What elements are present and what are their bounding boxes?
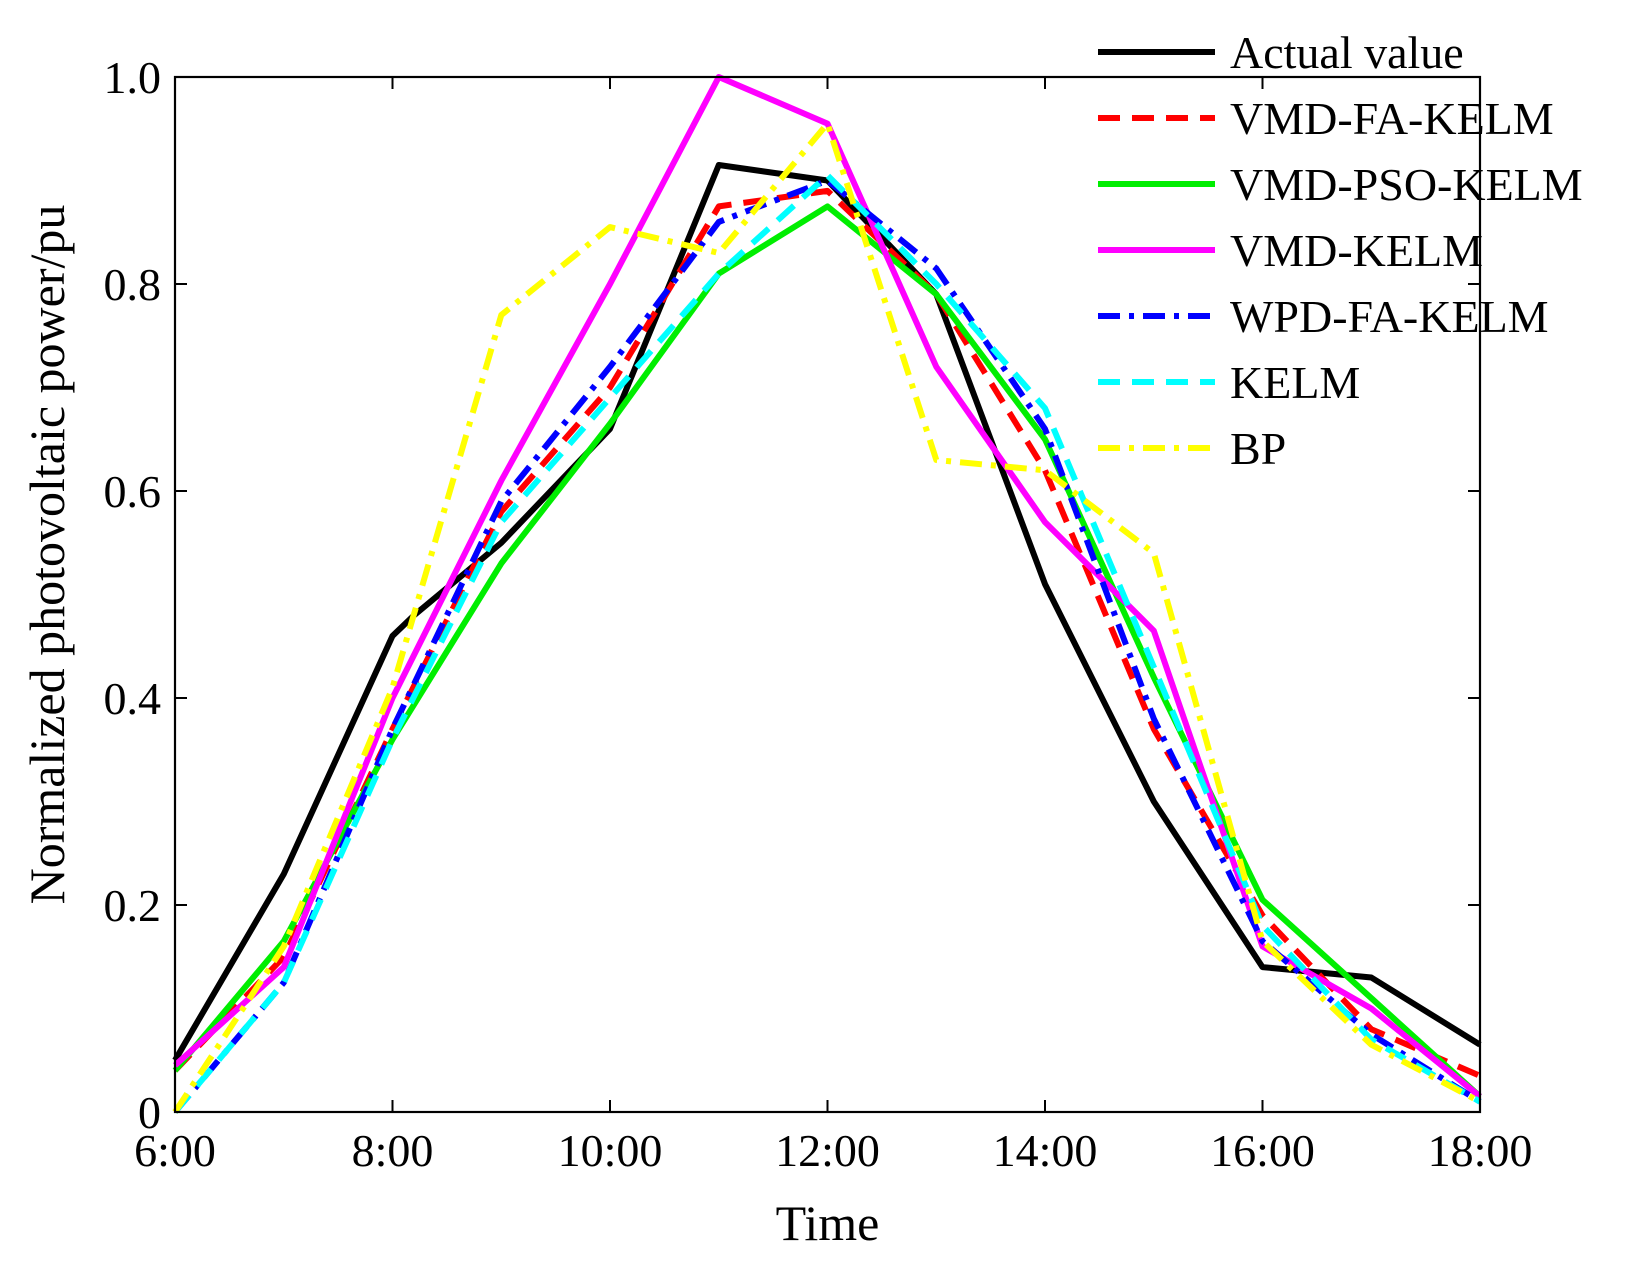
- legend-label: VMD-PSO-KELM: [1230, 159, 1583, 210]
- series-line-actual-value: [172, 162, 1482, 1062]
- legend-item-kelm: KELM: [1098, 357, 1360, 408]
- y-axis-title: Normalized photovoltaic power/pu: [19, 205, 75, 905]
- series-line-wpd-fa-kelm: [172, 177, 1482, 1114]
- legend-label: VMD-FA-KELM: [1230, 93, 1554, 144]
- series-layer: [172, 74, 1483, 1114]
- y-tick-label: 0.2: [104, 880, 162, 931]
- legend-item-vmd-pso-kelm: VMD-PSO-KELM: [1098, 159, 1583, 210]
- legend-label: WPD-FA-KELM: [1230, 291, 1549, 342]
- legend-item-vmd-kelm: VMD-KELM: [1098, 225, 1483, 276]
- x-tick-label: 12:00: [775, 1125, 880, 1176]
- x-tick-label: 8:00: [352, 1125, 434, 1176]
- x-tick-label: 16:00: [1210, 1125, 1315, 1176]
- tick-layer: 6:00 8:00 10:00 12:00 14:00 16:00 18:00 0 0.2 0.4…: [104, 52, 1533, 1176]
- series-line-vmd-pso-kelm: [172, 203, 1483, 1099]
- x-tick-label: 18:00: [1428, 1125, 1533, 1176]
- x-tick-label: 10:00: [558, 1125, 663, 1176]
- x-tick-label: 6:00: [134, 1125, 216, 1176]
- series-line-vmd-kelm: [172, 74, 1482, 1099]
- legend-label: VMD-KELM: [1230, 225, 1483, 276]
- x-axis-title: Time: [776, 1195, 880, 1251]
- legend: Actual value VMD-FA-KELM VMD-PSO-KELM VMD-K…: [1098, 27, 1583, 474]
- y-tick-label: 0.4: [104, 673, 162, 724]
- y-tick-label: 0: [138, 1087, 161, 1138]
- y-tick-label: 1.0: [104, 52, 162, 103]
- legend-label: KELM: [1230, 357, 1360, 408]
- y-tick-label: 0.6: [104, 466, 162, 517]
- y-tick-label: 0.8: [104, 259, 162, 310]
- legend-item-actual-value: Actual value: [1098, 27, 1464, 78]
- legend-item-wpd-fa-kelm: WPD-FA-KELM: [1098, 291, 1549, 342]
- legend-label: BP: [1230, 423, 1286, 474]
- x-tick-label: 14:00: [993, 1125, 1098, 1176]
- series-line-vmd-fa-kelm: [172, 187, 1482, 1079]
- legend-label: Actual value: [1230, 27, 1464, 78]
- legend-item-vmd-fa-kelm: VMD-FA-KELM: [1098, 93, 1554, 144]
- legend-item-bp: BP: [1098, 423, 1286, 474]
